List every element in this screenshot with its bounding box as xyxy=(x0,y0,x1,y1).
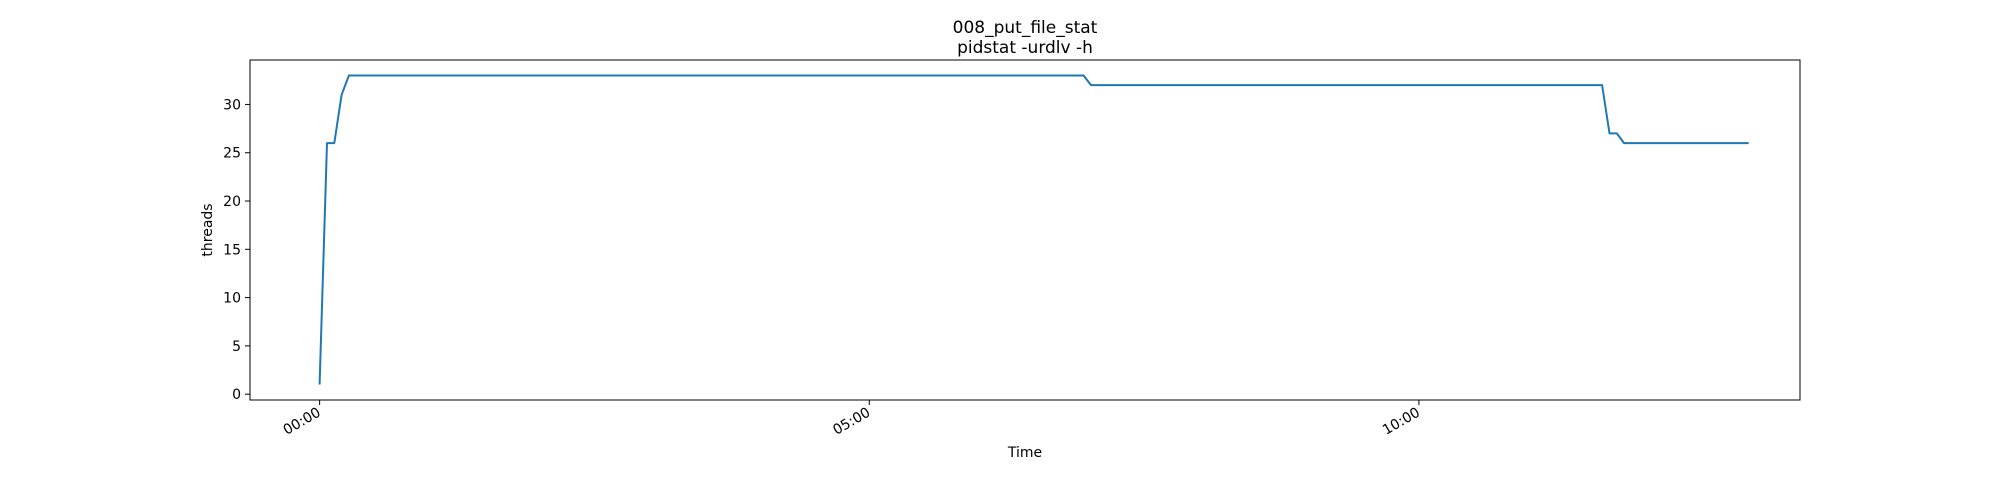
x-tick-label: 05:00 xyxy=(830,405,873,439)
x-axis: 00:00 05:00 10:00 xyxy=(281,400,1423,439)
series-line-threads xyxy=(318,74,1749,385)
chart-title: 008_put_file_stat xyxy=(953,18,1098,38)
y-tick-label: 15 xyxy=(223,242,241,258)
x-tick-label: 10:00 xyxy=(1380,405,1423,439)
y-tick-label: 10 xyxy=(223,291,241,307)
y-tick-label: 5 xyxy=(232,339,241,355)
y-tick-label: 30 xyxy=(223,97,241,113)
chart-subtitle: pidstat -urdlv -h xyxy=(957,38,1093,58)
y-axis-label: threads xyxy=(200,203,216,256)
x-axis-label: Time xyxy=(1007,445,1042,461)
x-tick-label: 00:00 xyxy=(281,405,324,439)
y-tick-label: 20 xyxy=(223,194,241,210)
y-axis: 0 5 10 15 20 25 30 xyxy=(223,97,250,403)
y-tick-label: 0 xyxy=(232,387,241,403)
y-tick-label: 25 xyxy=(223,146,241,162)
plot-area-frame xyxy=(249,59,1801,401)
